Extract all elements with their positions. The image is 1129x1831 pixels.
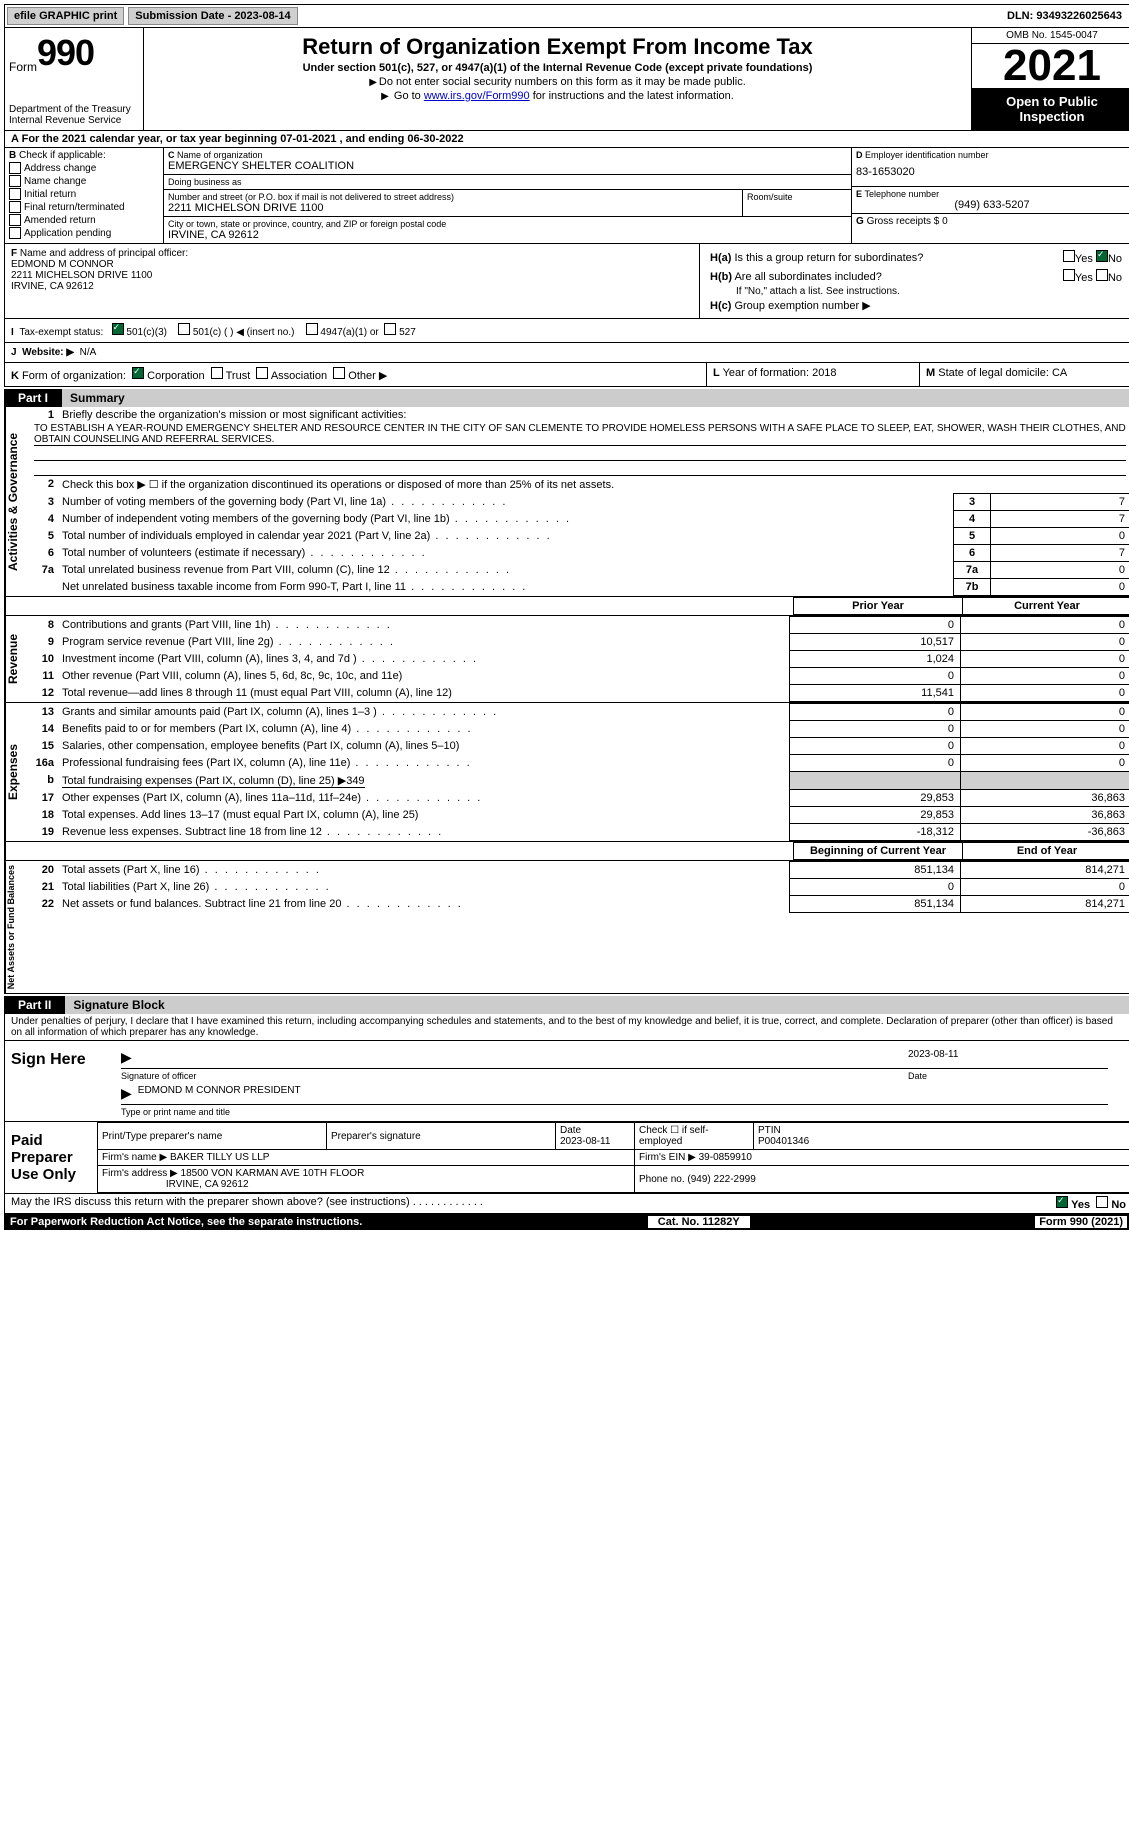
instructions-link-line: Go to www.irs.gov/Form990 for instructio… <box>146 90 969 102</box>
part-ii-bar: Part II Signature Block <box>4 996 1129 1014</box>
ein: 83-1653020 <box>856 160 1128 184</box>
form-subtitle: Under section 501(c), 527, or 4947(a)(1)… <box>146 62 969 74</box>
box-b: B Check if applicable: Address change Na… <box>5 148 164 243</box>
chk-assoc[interactable] <box>256 367 268 379</box>
chk-name-change[interactable] <box>9 175 21 187</box>
row-i: I Tax-exempt status: 501(c)(3) 501(c) ( … <box>4 319 1129 343</box>
chk-4947[interactable] <box>306 323 318 335</box>
chk-application-pending[interactable] <box>9 227 21 239</box>
col-prior-year: Prior Year <box>794 598 963 615</box>
chk-501c[interactable] <box>178 323 190 335</box>
chk-discuss-yes[interactable] <box>1056 1196 1068 1208</box>
section-revenue: Revenue 8Contributions and grants (Part … <box>4 616 1129 703</box>
sign-here-block: Sign Here ▶ 2023-08-11 Signature of offi… <box>4 1041 1129 1122</box>
phone: (949) 633-5207 <box>856 199 1128 211</box>
form-number: Form 990 <box>9 32 139 74</box>
firm-phone: (949) 222-2999 <box>687 1174 755 1185</box>
chk-final-return[interactable] <box>9 201 21 213</box>
officer-name: EDMOND M CONNOR <box>11 259 114 270</box>
city-state-zip: IRVINE, CA 92612 <box>168 229 847 241</box>
row-fh: F Name and address of principal officer:… <box>4 244 1129 319</box>
dept-treasury: Department of the Treasury <box>9 104 139 115</box>
chk-corp[interactable] <box>132 367 144 379</box>
firm-ein: 39-0859910 <box>699 1152 752 1163</box>
chk-501c3[interactable] <box>112 323 124 335</box>
form-header: Form 990 Department of the Treasury Inte… <box>4 28 1129 131</box>
row-j: J Website: ▶ N/A <box>4 343 1129 363</box>
gross-receipts: 0 <box>942 216 948 227</box>
footer-bar: For Paperwork Reduction Act Notice, see … <box>4 1214 1129 1230</box>
discuss-row: May the IRS discuss this return with the… <box>4 1194 1129 1214</box>
part-i-bar: Part I Summary <box>4 389 1129 407</box>
box-d: D Employer identification number 83-1653… <box>851 148 1129 243</box>
org-name: EMERGENCY SHELTER COALITION <box>168 160 847 172</box>
website: N/A <box>80 347 97 358</box>
chk-address-change[interactable] <box>9 162 21 174</box>
chk-sub-yes[interactable] <box>1063 269 1075 281</box>
dln: DLN: 93493226025643 <box>1007 10 1129 22</box>
section-bcd: B Check if applicable: Address change Na… <box>4 148 1129 244</box>
signature-arrow-icon: ▶ <box>121 1049 132 1066</box>
state-domicile: M State of legal domicile: CA <box>919 363 1129 386</box>
street-address: 2211 MICHELSON DRIVE 1100 <box>168 202 738 214</box>
chk-sub-no[interactable] <box>1096 269 1108 281</box>
penalty-statement: Under penalties of perjury, I declare th… <box>4 1014 1129 1041</box>
chk-group-no[interactable] <box>1096 250 1108 262</box>
box-c: C Name of organization EMERGENCY SHELTER… <box>164 148 851 243</box>
irs-link[interactable]: www.irs.gov/Form990 <box>424 90 530 102</box>
chk-group-yes[interactable] <box>1063 250 1075 262</box>
sign-date: 2023-08-11 <box>908 1049 1108 1066</box>
form-title: Return of Organization Exempt From Incom… <box>146 34 969 60</box>
chk-initial-return[interactable] <box>9 188 21 200</box>
chk-527[interactable] <box>384 323 396 335</box>
section-activities-governance: Activities & Governance 1Briefly describ… <box>4 407 1129 597</box>
row-k: K Form of organization: Corporation Trus… <box>4 363 1129 387</box>
tax-year: 2021 <box>972 44 1129 88</box>
irs-label: Internal Revenue Service <box>9 115 139 126</box>
col-current-year: Current Year <box>963 598 1129 615</box>
year-formation: L Year of formation: 2018 <box>706 363 919 386</box>
open-public: Open to Public Inspection <box>972 88 1129 130</box>
mission-text: TO ESTABLISH A YEAR-ROUND EMERGENCY SHEL… <box>34 423 1126 446</box>
submission-date: Submission Date - 2023-08-14 <box>128 7 297 25</box>
section-net-assets: Net Assets or Fund Balances 20Total asse… <box>4 861 1129 994</box>
chk-trust[interactable] <box>211 367 223 379</box>
ptin: P00401346 <box>758 1136 809 1147</box>
row-a-tax-year: A For the 2021 calendar year, or tax yea… <box>4 131 1129 148</box>
top-bar: efile GRAPHIC print Submission Date - 20… <box>4 4 1129 28</box>
ssn-warning: Do not enter social security numbers on … <box>146 76 969 88</box>
section-expenses: Expenses 13Grants and similar amounts pa… <box>4 703 1129 842</box>
chk-other[interactable] <box>333 367 345 379</box>
officer-signed-name: EDMOND M CONNOR PRESIDENT <box>138 1085 301 1102</box>
firm-name: BAKER TILLY US LLP <box>170 1152 270 1163</box>
chk-amended[interactable] <box>9 214 21 226</box>
paid-preparer-block: Paid Preparer Use Only Print/Type prepar… <box>4 1122 1129 1194</box>
efile-button[interactable]: efile GRAPHIC print <box>7 7 124 25</box>
chk-discuss-no[interactable] <box>1096 1196 1108 1208</box>
